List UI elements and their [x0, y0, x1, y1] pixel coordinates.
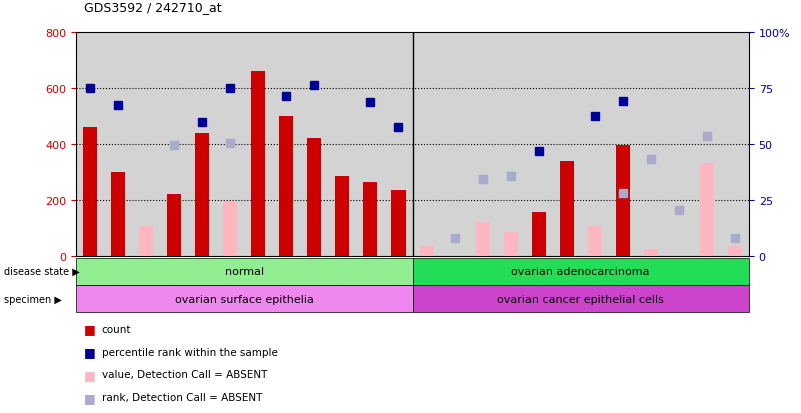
Text: GDS3592 / 242710_at: GDS3592 / 242710_at	[84, 2, 222, 14]
Bar	[504, 233, 517, 256]
Bar	[336, 177, 349, 256]
Bar	[76, 258, 413, 285]
Text: ovarian surface epithelia: ovarian surface epithelia	[175, 294, 314, 304]
Text: ■: ■	[84, 368, 96, 381]
Bar	[560, 161, 574, 256]
Text: ■: ■	[84, 345, 96, 358]
Bar	[728, 246, 742, 256]
Bar	[139, 227, 153, 256]
Text: percentile rank within the sample: percentile rank within the sample	[102, 347, 278, 357]
Text: ovarian adenocarcinoma: ovarian adenocarcinoma	[512, 266, 650, 277]
Bar	[167, 195, 181, 256]
Bar	[413, 286, 749, 313]
Text: ■: ■	[84, 323, 96, 336]
Text: value, Detection Call = ABSENT: value, Detection Call = ABSENT	[102, 370, 267, 380]
Bar	[532, 213, 545, 256]
Bar	[644, 249, 658, 256]
Bar	[308, 139, 321, 256]
Bar	[111, 173, 125, 256]
Bar	[252, 72, 265, 256]
Bar	[392, 190, 405, 256]
Text: disease state ▶: disease state ▶	[4, 266, 80, 277]
Bar	[223, 202, 237, 256]
Text: ■: ■	[84, 391, 96, 404]
Bar	[420, 246, 433, 256]
Text: normal: normal	[225, 266, 264, 277]
Bar	[195, 133, 209, 256]
Bar	[76, 286, 413, 313]
Bar	[476, 223, 489, 256]
Bar	[588, 227, 602, 256]
Text: ovarian cancer epithelial cells: ovarian cancer epithelial cells	[497, 294, 664, 304]
Text: rank, Detection Call = ABSENT: rank, Detection Call = ABSENT	[102, 392, 262, 402]
Bar	[280, 116, 293, 256]
Bar	[364, 182, 377, 256]
Text: specimen ▶: specimen ▶	[4, 294, 62, 304]
Bar	[413, 258, 749, 285]
Text: count: count	[102, 324, 131, 334]
Bar	[616, 146, 630, 256]
Bar	[83, 128, 97, 256]
Bar	[700, 164, 714, 256]
